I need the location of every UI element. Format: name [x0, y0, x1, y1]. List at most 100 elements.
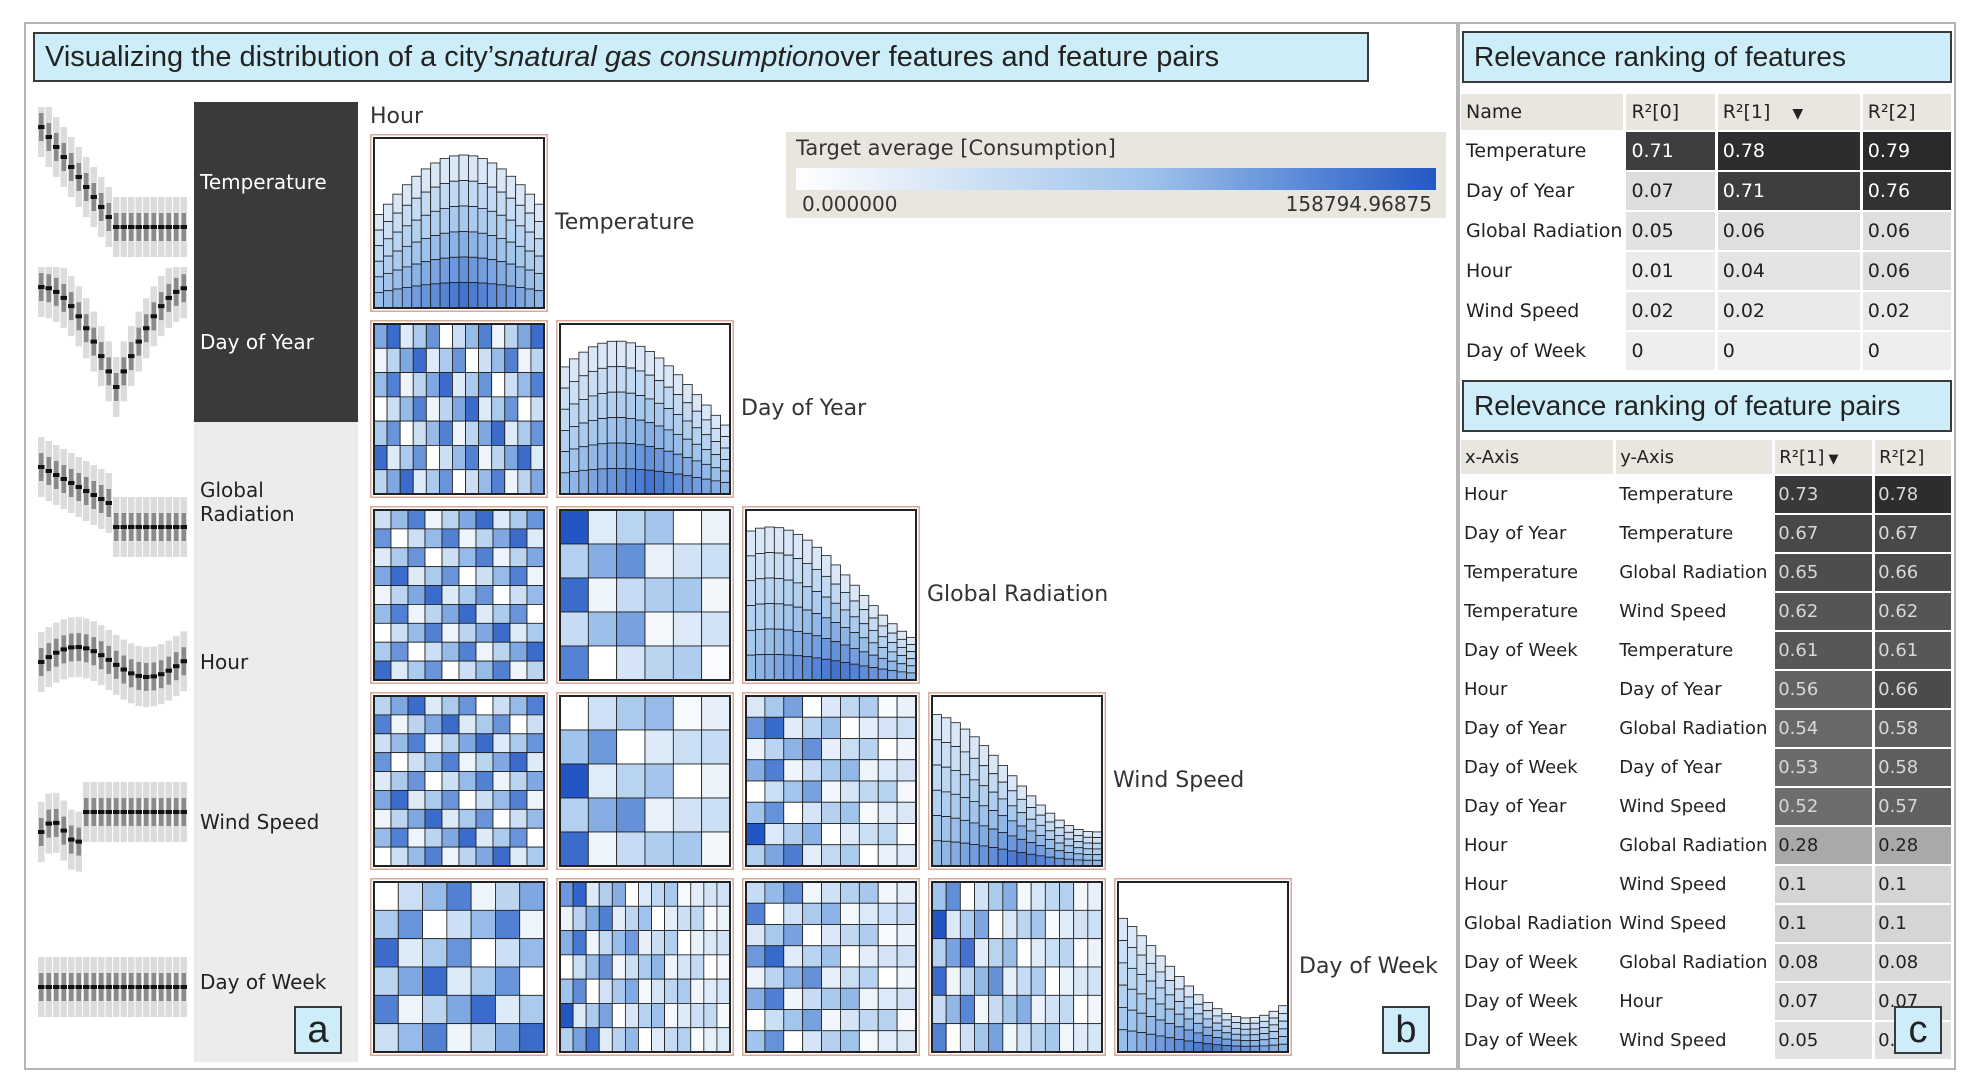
matrix-top-label: Hour: [370, 104, 423, 129]
feature-label: Day of Year: [200, 330, 314, 354]
feature-distribution: [38, 957, 187, 1017]
matrix-diagonal-label: Day of Week: [1299, 954, 1438, 979]
table-row[interactable]: Temperature Wind Speed 0.62 0.62: [1461, 593, 1951, 630]
table-row[interactable]: Hour Wind Speed 0.1 0.1: [1461, 866, 1951, 903]
table-row[interactable]: Day of Week Day of Year 0.53 0.58: [1461, 749, 1951, 786]
table-row[interactable]: Day of Week Temperature 0.61 0.61: [1461, 632, 1951, 669]
table-row[interactable]: Day of Week Global Radiation 0.08 0.08: [1461, 944, 1951, 981]
table-row[interactable]: Day of Year 0.07 0.71 0.76: [1461, 172, 1951, 210]
x-axis-cell: Day of Year: [1464, 718, 1567, 739]
matrix-cell[interactable]: [370, 506, 548, 684]
r2-value-cell: 0.54: [1775, 710, 1873, 747]
matrix-cell[interactable]: [928, 878, 1106, 1056]
table-row[interactable]: Hour Global Radiation 0.28 0.28: [1461, 827, 1951, 864]
feature-distribution: [38, 782, 187, 872]
r2-value-cell: 0.06: [1862, 212, 1951, 250]
matrix-cell[interactable]: [370, 692, 548, 870]
matrix-cell[interactable]: [556, 692, 734, 870]
r2-value-cell: 0.07: [1626, 172, 1715, 210]
r2-value-cell: 0.57: [1875, 788, 1951, 825]
pairs-table-title: Relevance ranking of feature pairs: [1462, 380, 1952, 432]
feature-item[interactable]: Wind Speed: [194, 742, 358, 902]
feature-item[interactable]: Temperature: [194, 102, 358, 262]
matrix-cell[interactable]: [1114, 878, 1292, 1056]
matrix-cell[interactable]: [928, 692, 1106, 870]
features-table: Name R²[0] R²[1] ▼ R²[2] Temperature 0.71 0.78 0…: [1458, 92, 1954, 372]
matrix-diagonal-label: Day of Year: [741, 396, 867, 421]
matrix-cell[interactable]: [742, 692, 920, 870]
column-header[interactable]: R²[1] ▼: [1775, 440, 1873, 474]
feature-item[interactable]: Day of Year: [194, 262, 358, 422]
feature-item[interactable]: Global Radiation: [194, 422, 358, 582]
column-header[interactable]: R²[1] ▼: [1717, 94, 1860, 130]
features-table-title: Relevance ranking of features: [1462, 31, 1952, 83]
r2-value-cell: 0.61: [1875, 632, 1951, 669]
color-legend: Target average [Consumption] 0.000000 15…: [786, 132, 1446, 218]
r2-value-cell: 0: [1626, 332, 1715, 370]
column-header[interactable]: x-Axis: [1461, 440, 1614, 474]
x-axis-cell: Day of Year: [1464, 523, 1567, 544]
y-axis-cell: Global Radiation: [1619, 835, 1768, 856]
feature-distribution: [38, 107, 187, 257]
table-row[interactable]: Hour Temperature 0.73 0.78: [1461, 476, 1951, 513]
x-axis-cell: Hour: [1464, 835, 1508, 856]
table-row[interactable]: Day of Year Wind Speed 0.52 0.57: [1461, 788, 1951, 825]
x-axis-cell: Hour: [1464, 874, 1508, 895]
r2-value-cell: 0.67: [1775, 515, 1873, 552]
table-row[interactable]: Temperature 0.71 0.78 0.79: [1461, 132, 1951, 170]
r2-value-cell: 0: [1862, 332, 1951, 370]
matrix-cell[interactable]: [742, 878, 920, 1056]
matrix-cell[interactable]: [742, 506, 920, 684]
r2-value-cell: 0.61: [1775, 632, 1873, 669]
table-row[interactable]: Hour 0.01 0.04 0.06: [1461, 252, 1951, 290]
column-header-label: R²[0]: [1631, 101, 1680, 123]
column-header-label: R²[1]: [1779, 446, 1825, 468]
y-axis-cell: Day of Year: [1619, 757, 1722, 778]
table-row[interactable]: Day of Year Temperature 0.67 0.67: [1461, 515, 1951, 552]
column-header[interactable]: y-Axis: [1616, 440, 1773, 474]
y-axis-cell: Day of Year: [1619, 679, 1722, 700]
y-axis-cell: Temperature: [1619, 484, 1734, 505]
table-row[interactable]: Wind Speed 0.02 0.02 0.02: [1461, 292, 1951, 330]
r2-value-cell: 0.05: [1775, 1022, 1873, 1059]
page-title: Visualizing the distribution of a city’s…: [33, 32, 1369, 82]
matrix-cell[interactable]: [370, 878, 548, 1056]
table-row[interactable]: Hour Day of Year 0.56 0.66: [1461, 671, 1951, 708]
feature-label: Wind Speed: [200, 810, 320, 834]
feature-item[interactable]: Hour: [194, 582, 358, 742]
feature-name-cell: Wind Speed: [1466, 300, 1580, 322]
table-row[interactable]: Day of Week Hour 0.07 0.07: [1461, 983, 1951, 1020]
matrix-cell[interactable]: [370, 320, 548, 498]
r2-value-cell: 0.1: [1875, 905, 1951, 942]
matrix-cell[interactable]: [556, 506, 734, 684]
column-header-label: y-Axis: [1620, 446, 1674, 468]
matrix-cell[interactable]: [370, 134, 548, 312]
r2-value-cell: 0.1: [1775, 866, 1873, 903]
title-em: natural gas consumption: [508, 40, 825, 73]
r2-value-cell: 0.76: [1862, 172, 1951, 210]
column-header[interactable]: Name: [1461, 94, 1624, 130]
table-row[interactable]: Temperature Global Radiation 0.65 0.66: [1461, 554, 1951, 591]
matrix-diagonal-label: Temperature: [555, 210, 695, 235]
matrix-cell[interactable]: [556, 320, 734, 498]
r2-value-cell: 0.73: [1775, 476, 1873, 513]
table-row[interactable]: Global Radiation Wind Speed 0.1 0.1: [1461, 905, 1951, 942]
r2-value-cell: 0.01: [1626, 252, 1715, 290]
table-row[interactable]: Global Radiation 0.05 0.06 0.06: [1461, 212, 1951, 250]
column-header[interactable]: R²[2]: [1862, 94, 1951, 130]
y-axis-cell: Global Radiation: [1619, 718, 1768, 739]
matrix-cell[interactable]: [556, 878, 734, 1056]
x-axis-cell: Day of Year: [1464, 796, 1567, 817]
column-header[interactable]: R²[0]: [1626, 94, 1715, 130]
legend-title: Target average [Consumption]: [796, 136, 1116, 160]
y-axis-cell: Wind Speed: [1619, 1030, 1727, 1051]
table-row[interactable]: Day of Week 0 0 0: [1461, 332, 1951, 370]
y-axis-cell: Wind Speed: [1619, 874, 1727, 895]
column-header[interactable]: R²[2]: [1875, 440, 1951, 474]
column-header-label: x-Axis: [1465, 446, 1520, 468]
feature-label: Global Radiation: [200, 478, 295, 526]
r2-value-cell: 0.53: [1775, 749, 1873, 786]
r2-value-cell: 0.78: [1875, 476, 1951, 513]
table-row[interactable]: Day of Year Global Radiation 0.54 0.58: [1461, 710, 1951, 747]
